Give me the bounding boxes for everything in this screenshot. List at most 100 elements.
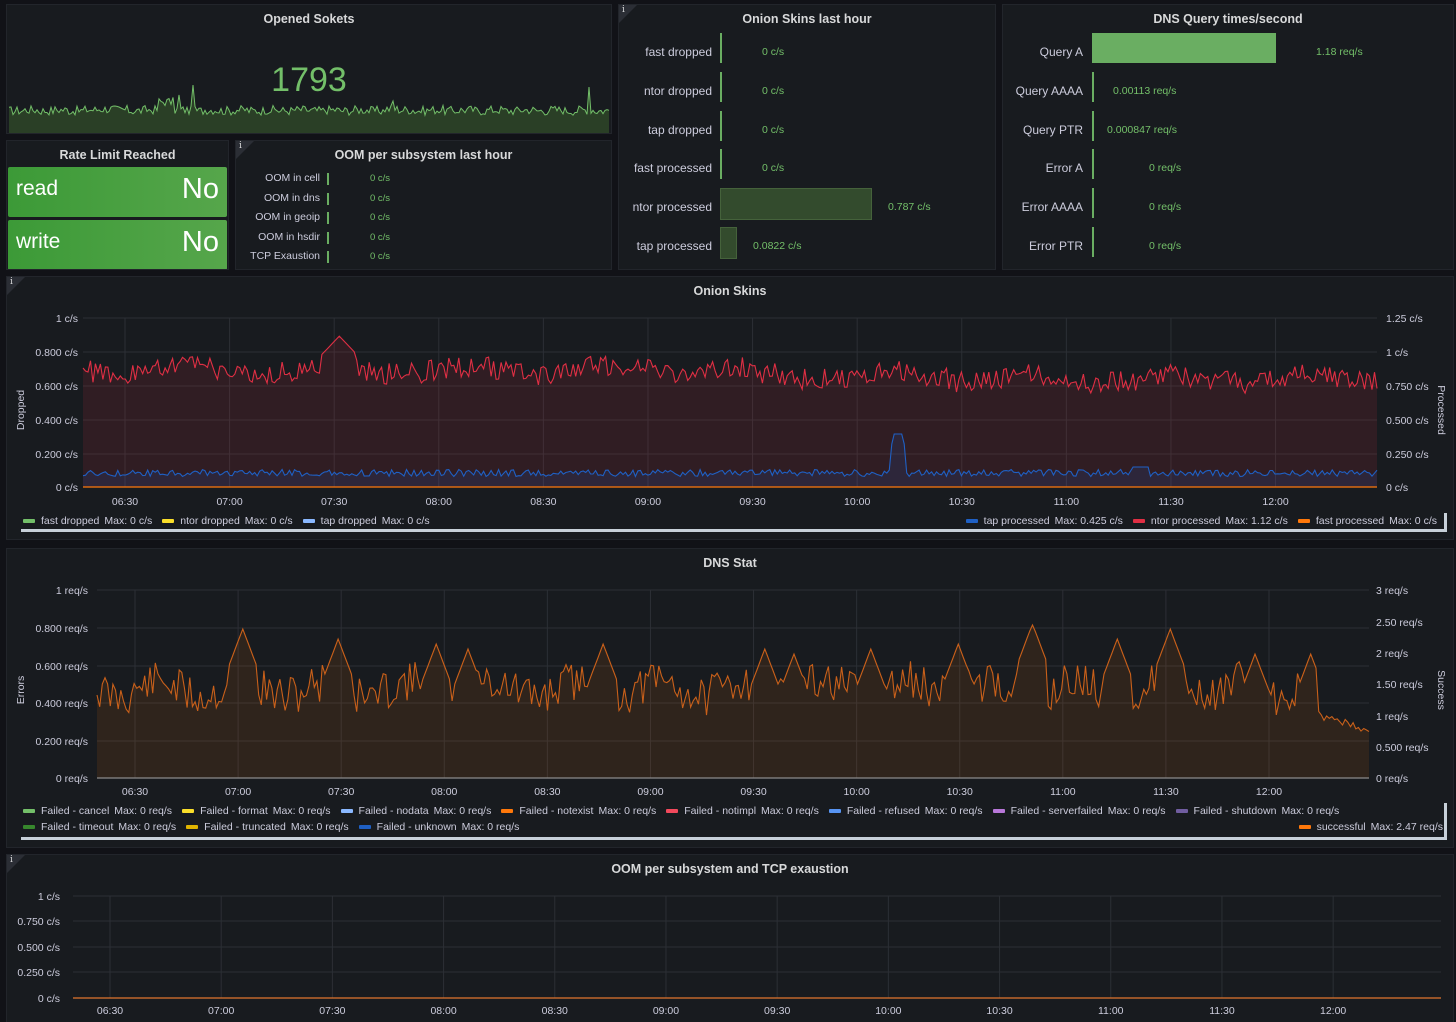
legend-item[interactable]: successful Max: 2.47 req/s (1298, 821, 1443, 833)
x-tick-label: 07:30 (321, 496, 347, 508)
row-label: ntor processed (632, 200, 712, 215)
onion-hour-panel[interactable]: i Onion Skins last hour fast dropped 0 c/… (618, 4, 996, 270)
info-icon[interactable]: i (236, 141, 254, 159)
legend-max: Max: 0 c/s (1389, 515, 1437, 527)
dns-stat-panel[interactable]: DNS Stat 06:30 07:00 07:30 08:00 08:30 09:00 0… (6, 548, 1454, 848)
legend-name: Failed - serverfailed (1010, 805, 1103, 817)
legend-row-2[interactable]: Failed - timeout Max: 0 req/s Failed - tru… (23, 821, 529, 833)
legend-max: Max: 0 req/s (1281, 805, 1340, 817)
y-tick-label: 1.25 c/s (1386, 313, 1423, 325)
onion-skins-panel[interactable]: i Onion Skins 06:30 07:00 07:30 08:00 08:30 0… (6, 276, 1454, 540)
info-icon[interactable]: i (7, 277, 25, 295)
y-tick-label: 0.400 req/s (35, 698, 88, 710)
legend-success[interactable]: successful Max: 2.47 req/s (1298, 821, 1443, 833)
dns-stat-chart[interactable]: 06:30 07:00 07:30 08:00 08:30 09:00 09:30 10:00… (7, 549, 1454, 848)
rate-limit-value: No (181, 173, 219, 205)
legend-item[interactable]: Failed - refused Max: 0 req/s (828, 805, 983, 817)
legend-item[interactable]: tap dropped Max: 0 c/s (302, 515, 430, 527)
oom-tcp-chart[interactable]: 06:30 07:00 07:30 08:00 08:30 09:00 09:30 10:00… (7, 855, 1454, 1022)
legend-item[interactable]: ntor processed Max: 1.12 c/s (1132, 515, 1288, 527)
legend-max: Max: 0 req/s (290, 821, 349, 833)
x-tick-label: 12:00 (1320, 1005, 1346, 1017)
oom-subsystem-panel[interactable]: i OOM per subsystem last hour OOM in cel… (235, 140, 612, 270)
row-bar (1092, 188, 1094, 219)
x-tick-label: 08:00 (430, 1005, 456, 1017)
info-icon[interactable]: i (619, 5, 637, 23)
onion-skins-chart[interactable]: 06:30 07:00 07:30 08:00 08:30 09:00 09:30 10:00… (7, 277, 1454, 540)
row-bar (720, 149, 722, 180)
legend-name: tap processed (983, 515, 1050, 527)
legend-item[interactable]: Failed - unknown Max: 0 req/s (358, 821, 519, 833)
legend-right[interactable]: tap processed Max: 0.425 c/s ntor processe… (965, 515, 1447, 527)
legend-item[interactable]: fast processed Max: 0 c/s (1297, 515, 1437, 527)
row-value: 0 c/s (370, 173, 391, 184)
legend-name: Failed - notimpl (684, 805, 757, 817)
row-value: 0 c/s (762, 46, 785, 58)
x-tick-label: 07:00 (208, 1005, 234, 1017)
row-bar (720, 227, 737, 259)
x-tick-label: 09:30 (740, 786, 766, 798)
row-bar (720, 188, 872, 221)
row-bar (1092, 149, 1094, 180)
legend-item[interactable]: Failed - format Max: 0 req/s (182, 805, 331, 817)
legend-name: Failed - timeout (41, 821, 114, 833)
legend-left[interactable]: fast dropped Max: 0 c/s ntor dropped Max: 0… (23, 515, 440, 527)
dns-query-panel[interactable]: DNS Query times/second Query A 1.18 req/s… (1002, 4, 1454, 270)
oom-tcp-panel[interactable]: i OOM per subsystem and TCP exaustion 06… (6, 854, 1454, 1022)
legend-item[interactable]: Failed - truncated Max: 0 req/s (186, 821, 349, 833)
legend-item[interactable]: tap processed Max: 0.425 c/s (965, 515, 1123, 527)
rate-limit-panel[interactable]: Rate Limit Reached read No write No (6, 140, 229, 270)
series-line-successful (96, 623, 1370, 732)
row-value: 0 req/s (1149, 162, 1182, 175)
info-icon[interactable]: i (7, 855, 25, 873)
legend-item[interactable]: Failed - cancel Max: 0 req/s (23, 805, 172, 817)
legend-name: fast dropped (41, 515, 100, 527)
legend-item[interactable]: Failed - shutdown Max: 0 req/s (1175, 805, 1340, 817)
legend-swatch (23, 825, 35, 830)
legend-max: Max: 2.47 req/s (1370, 821, 1443, 833)
row-label: OOM in cell (265, 172, 320, 184)
panel-title: Opened Sokets (263, 12, 355, 26)
y-axis-label: Processed (1435, 385, 1447, 435)
row-bar (1092, 71, 1094, 102)
scrollbar[interactable] (1444, 513, 1447, 531)
legend-item[interactable]: Failed - serverfailed Max: 0 req/s (992, 805, 1166, 817)
panel-title: DNS Query times/second (1153, 12, 1303, 26)
row-value: 0 c/s (762, 162, 785, 175)
x-tick-label: 06:30 (112, 496, 138, 508)
scrollbar[interactable] (1444, 803, 1447, 837)
legend-item[interactable]: Failed - timeout Max: 0 req/s (23, 821, 176, 833)
legend-item[interactable]: Failed - notexist Max: 0 req/s (501, 805, 656, 817)
legend-swatch (666, 809, 679, 814)
legend-name: Failed - refused (846, 805, 920, 817)
row-value: 0 req/s (1149, 240, 1182, 252)
legend-item[interactable]: fast dropped Max: 0 c/s (23, 515, 152, 527)
legend-swatch (965, 519, 978, 524)
panel-title: Onion Skins last hour (742, 12, 872, 26)
opened-sockets-panel[interactable]: Opened Sokets 1793 (6, 4, 612, 134)
y-tick-label: 2.50 req/s (1376, 617, 1423, 629)
legend-item[interactable]: Failed - notimpl Max: 0 req/s (666, 805, 819, 817)
row-bar (327, 251, 329, 263)
legend-swatch (182, 809, 195, 814)
legend-item[interactable]: Failed - nodata Max: 0 req/s (340, 805, 491, 817)
row-value: 0.787 c/s (888, 201, 931, 214)
row-bar (1092, 110, 1094, 141)
legend-item[interactable]: ntor dropped Max: 0 c/s (162, 515, 293, 527)
legend-max: Max: 1.12 c/s (1225, 515, 1288, 527)
panel-title: OOM per subsystem last hour (334, 148, 513, 162)
legend-name: Failed - cancel (41, 805, 110, 817)
y-tick-label: 0.800 req/s (35, 623, 88, 635)
legend-swatch (501, 809, 514, 814)
y-tick-label: 1 req/s (1376, 711, 1408, 723)
row-value: 0 c/s (370, 192, 391, 204)
legend-name: Failed - notexist (519, 805, 594, 817)
row-bar (720, 110, 722, 141)
x-tick-label: 09:00 (637, 786, 663, 798)
row-label: Error AAAA (1021, 200, 1083, 215)
row-bar (327, 173, 329, 185)
legend-row-1[interactable]: Failed - cancel Max: 0 req/s Failed - form… (23, 805, 1349, 817)
row-label: Error A (1045, 161, 1083, 176)
rate-limit-write: write No (8, 220, 227, 269)
legend-max: Max: 0 req/s (1107, 805, 1166, 817)
